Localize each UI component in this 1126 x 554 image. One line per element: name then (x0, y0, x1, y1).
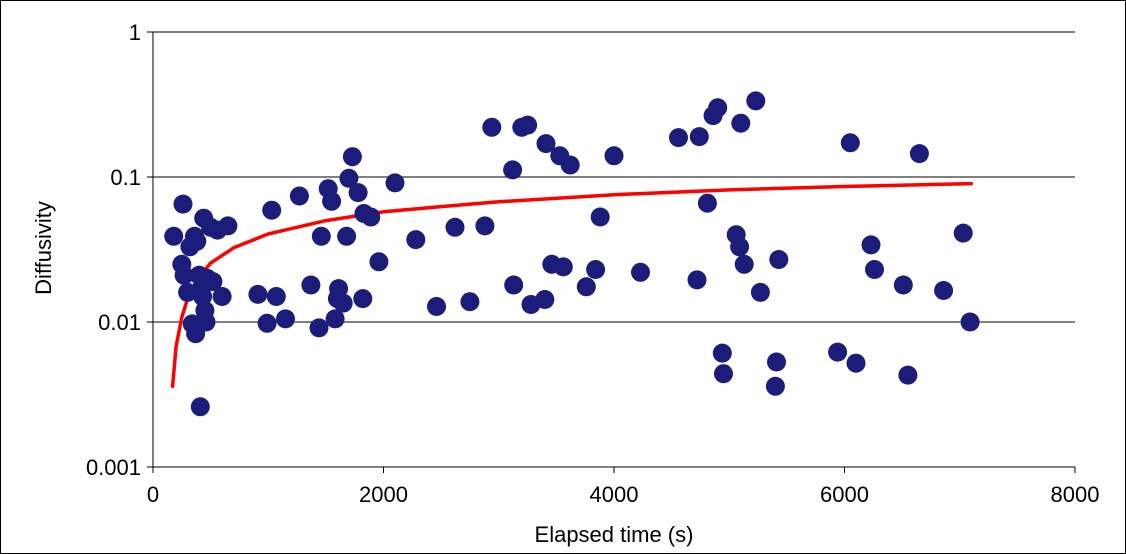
x-tick-label: 0 (147, 482, 159, 507)
data-point (953, 223, 973, 243)
data-point (535, 290, 555, 309)
data-point (576, 277, 596, 297)
data-point (604, 146, 624, 166)
data-point (301, 275, 321, 295)
data-point (730, 237, 750, 257)
data-points (164, 91, 980, 417)
data-point (361, 207, 381, 227)
data-point (669, 128, 688, 148)
y-tick-label: 0.1 (110, 165, 141, 190)
data-point (697, 193, 717, 213)
data-point (460, 292, 480, 312)
tick-labels: 0.001 0.01 0.1 1 0 2000 4000 6000 8000 (86, 20, 1100, 507)
grid-lines (153, 31, 1075, 323)
data-point (322, 191, 342, 211)
data-point (731, 113, 751, 133)
data-point (475, 216, 495, 236)
data-point (909, 144, 929, 164)
data-point (865, 260, 884, 279)
data-point (174, 265, 194, 285)
data-point (333, 293, 353, 313)
data-point (828, 342, 848, 362)
data-point (342, 147, 362, 167)
data-point (586, 260, 606, 279)
data-point (218, 216, 238, 236)
data-point (276, 309, 295, 329)
data-point (553, 257, 573, 277)
data-point (289, 186, 309, 206)
data-point (631, 262, 650, 282)
axes (147, 31, 1076, 473)
data-point (311, 226, 331, 246)
data-point (536, 134, 556, 154)
data-point (767, 352, 786, 372)
data-point (329, 279, 349, 299)
trend-line (170, 181, 974, 389)
data-point (898, 365, 918, 385)
x-tick-label: 2000 (359, 482, 408, 507)
data-point (212, 287, 232, 306)
x-tick-label: 6000 (820, 482, 869, 507)
data-point (590, 207, 610, 227)
data-point (325, 309, 345, 329)
data-point (560, 155, 580, 175)
y-tick-label: 0.001 (86, 455, 141, 480)
data-point (714, 364, 733, 384)
data-point (765, 376, 785, 396)
data-point (353, 289, 373, 309)
data-point (846, 353, 866, 373)
data-point (262, 200, 282, 220)
data-point (248, 284, 268, 304)
data-point (406, 230, 426, 250)
data-point (190, 397, 210, 417)
data-point (689, 127, 709, 147)
data-point (337, 226, 357, 246)
data-point (266, 287, 286, 306)
data-point (427, 297, 446, 316)
data-point (503, 160, 523, 180)
data-point (934, 281, 954, 300)
data-point (203, 272, 223, 292)
data-point (196, 312, 216, 332)
data-point (746, 91, 766, 111)
data-point (187, 231, 207, 251)
data-point (309, 318, 329, 338)
data-point (861, 235, 881, 255)
y-axis-title: Diffusivity (31, 201, 56, 295)
data-point (164, 226, 184, 246)
data-point (893, 275, 913, 295)
data-point (734, 254, 754, 274)
data-point (173, 194, 193, 214)
trend-line-group (170, 181, 974, 389)
data-point (348, 183, 368, 203)
data-point (445, 217, 465, 237)
data-point (708, 98, 728, 118)
data-point (193, 287, 213, 306)
data-point (385, 173, 405, 193)
data-point (769, 250, 789, 269)
data-point (840, 133, 860, 153)
data-point (257, 313, 277, 333)
y-tick-label: 0.01 (98, 310, 141, 335)
data-point (687, 270, 707, 290)
data-point (504, 275, 524, 295)
data-point (339, 168, 359, 188)
x-tick-label: 8000 (1051, 482, 1100, 507)
data-point (518, 115, 538, 135)
data-point (369, 252, 389, 272)
x-axis-title: Elapsed time (s) (535, 522, 694, 547)
data-point (712, 343, 732, 363)
data-point (960, 312, 980, 332)
x-tick-label: 4000 (590, 482, 639, 507)
data-point (482, 117, 502, 137)
y-tick-label: 1 (129, 20, 141, 45)
data-point (750, 282, 770, 302)
